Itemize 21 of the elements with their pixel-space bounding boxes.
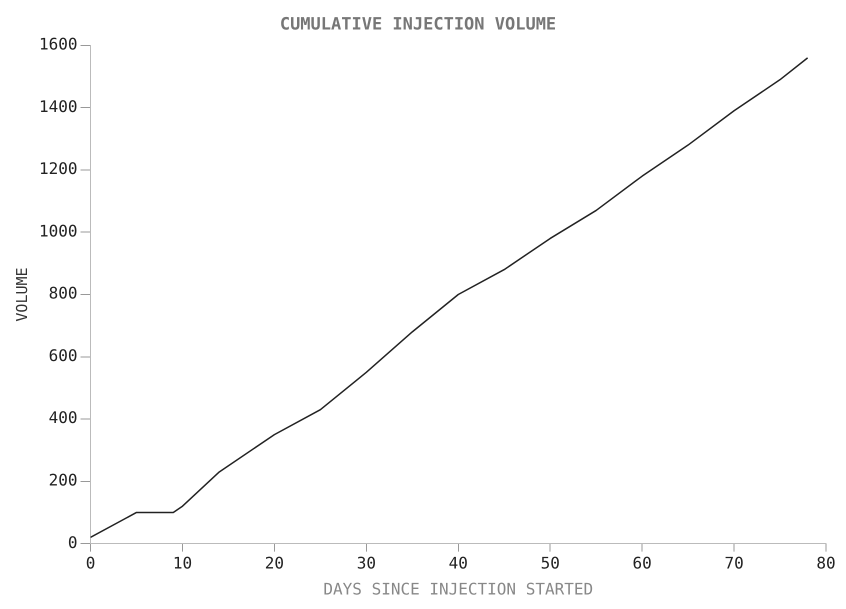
y-tick-label: 600 xyxy=(48,346,78,365)
y-tick-label: 1000 xyxy=(39,221,78,240)
x-tick-label: 60 xyxy=(632,553,652,572)
y-tick-label: 1200 xyxy=(39,159,78,178)
y-tick-label: 1600 xyxy=(39,34,78,54)
y-tick-label: 0 xyxy=(68,532,78,552)
x-axis-title: DAYS SINCE INJECTION STARTED xyxy=(323,580,594,599)
x-tick-label: 70 xyxy=(724,553,744,572)
x-tick-label: 0 xyxy=(86,553,96,572)
y-axis-title: VOLUME xyxy=(12,267,31,322)
x-tick-label: 30 xyxy=(356,553,376,572)
x-tick-label: 40 xyxy=(448,553,468,572)
x-tick-label: 50 xyxy=(540,553,560,572)
y-tick-label: 400 xyxy=(48,408,78,428)
chart-title: CUMULATIVE INJECTION VOLUME xyxy=(280,14,556,35)
x-tick-label: 20 xyxy=(264,553,284,572)
y-tick-label: 200 xyxy=(48,470,78,490)
y-tick-label: 1400 xyxy=(39,96,78,116)
y-tick-label: 800 xyxy=(48,284,78,303)
x-tick-label: 80 xyxy=(816,553,836,572)
x-tick-label: 10 xyxy=(172,553,192,572)
